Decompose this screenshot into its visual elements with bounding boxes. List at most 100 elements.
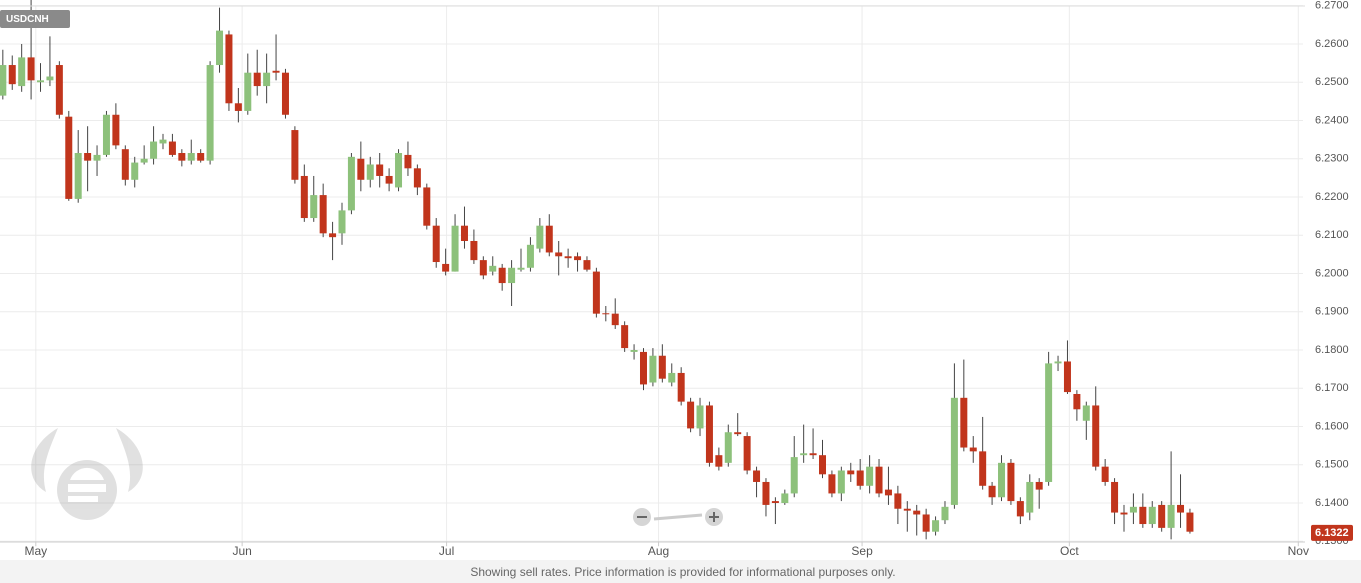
y-tick-label: 6.2400	[1315, 114, 1349, 126]
candle-body	[178, 153, 186, 161]
candle-body	[376, 164, 384, 176]
candle-body	[1158, 504, 1166, 528]
candle-body	[884, 489, 892, 496]
candle-body	[611, 313, 619, 326]
candle-body	[743, 436, 751, 471]
y-tick-label: 6.1400	[1315, 497, 1349, 509]
candle-body	[988, 485, 996, 498]
candle-body	[234, 103, 242, 111]
candle-body	[206, 65, 214, 161]
candle-body	[979, 451, 987, 486]
candle-body	[1111, 481, 1119, 513]
candle-body	[460, 225, 468, 241]
candle-body	[1045, 363, 1053, 482]
candle-body	[8, 65, 16, 85]
candle-body	[658, 355, 666, 379]
candle-body	[253, 72, 261, 87]
candle-body	[536, 225, 544, 249]
candle-body	[828, 474, 836, 494]
candle-body	[922, 514, 930, 532]
candle-body	[1016, 501, 1024, 517]
candle-body	[112, 114, 120, 146]
candle-body	[574, 256, 582, 261]
candle-body	[1063, 361, 1071, 393]
candle-body	[37, 80, 45, 83]
candle-body	[790, 457, 798, 494]
y-tick-label: 6.1700	[1315, 382, 1349, 394]
candle-body	[1167, 504, 1175, 528]
candle-body	[1101, 466, 1109, 482]
y-tick-label: 6.1600	[1315, 420, 1349, 432]
candle-body	[225, 34, 233, 104]
candle-body	[1035, 481, 1043, 490]
candle-body	[1148, 506, 1156, 525]
candle-body	[84, 153, 92, 161]
candle-body	[442, 263, 450, 272]
candle-body	[300, 175, 308, 219]
candle-body	[1120, 512, 1128, 515]
candle-body	[903, 508, 911, 511]
zoom-slider[interactable]	[653, 513, 703, 521]
candle-body	[545, 225, 553, 253]
candle-body	[102, 114, 110, 155]
candle-body	[913, 510, 921, 515]
y-tick-label: 6.1500	[1315, 459, 1349, 471]
candle-body	[1026, 481, 1034, 513]
candle-body	[385, 175, 393, 184]
candle-body	[847, 470, 855, 475]
candle-body	[168, 141, 176, 155]
symbol-badge	[0, 10, 70, 28]
x-tick-label: Nov	[1288, 544, 1309, 558]
candle-body	[140, 158, 148, 163]
x-tick-label: Jun	[232, 544, 251, 558]
y-tick-label: 6.2500	[1315, 76, 1349, 88]
candle-body	[18, 57, 26, 87]
candle-body	[894, 493, 902, 509]
x-tick-label: Aug	[648, 544, 669, 558]
candle-body	[602, 313, 610, 315]
x-tick-label: Jul	[439, 544, 454, 558]
candle-body	[272, 70, 280, 73]
candle-body	[696, 405, 704, 429]
candle-body	[413, 168, 421, 188]
candle-body	[93, 154, 101, 161]
candle-body	[1082, 405, 1090, 421]
watermark-logo	[31, 428, 143, 520]
candle-body	[55, 65, 63, 115]
candle-body	[875, 466, 883, 494]
y-tick-label: 6.2600	[1315, 38, 1349, 50]
candle-body	[27, 57, 35, 81]
candle-body	[800, 453, 808, 456]
candle-body	[0, 65, 7, 96]
candle-body	[1129, 506, 1137, 513]
candle-body	[592, 271, 600, 314]
candle-body	[347, 156, 355, 211]
candle-body	[74, 153, 82, 199]
candle-body	[677, 372, 685, 402]
minus-icon	[637, 516, 647, 518]
y-tick-label: 6.1900	[1315, 306, 1349, 318]
candle-body	[621, 325, 629, 349]
candle-body	[281, 72, 289, 115]
candle-body	[508, 267, 516, 284]
candle-body	[244, 72, 252, 111]
y-tick-label: 6.2200	[1315, 191, 1349, 203]
candle-body	[470, 240, 478, 261]
candle-body	[150, 141, 158, 159]
candle-body	[762, 481, 770, 505]
x-tick-label: Oct	[1060, 544, 1079, 558]
candle-body	[715, 455, 723, 467]
y-tick-label: 6.1800	[1315, 344, 1349, 356]
candle-body	[781, 493, 789, 503]
candles	[0, 0, 1194, 540]
candle-body	[932, 520, 940, 532]
candle-body	[395, 153, 403, 188]
candle-body	[197, 153, 205, 161]
candle-body	[1073, 393, 1081, 410]
candle-body	[1054, 361, 1062, 364]
candle-body	[432, 225, 440, 263]
grid	[0, 5, 1303, 542]
candle-body	[291, 130, 299, 180]
candle-body	[771, 501, 779, 503]
candle-body	[941, 506, 949, 521]
